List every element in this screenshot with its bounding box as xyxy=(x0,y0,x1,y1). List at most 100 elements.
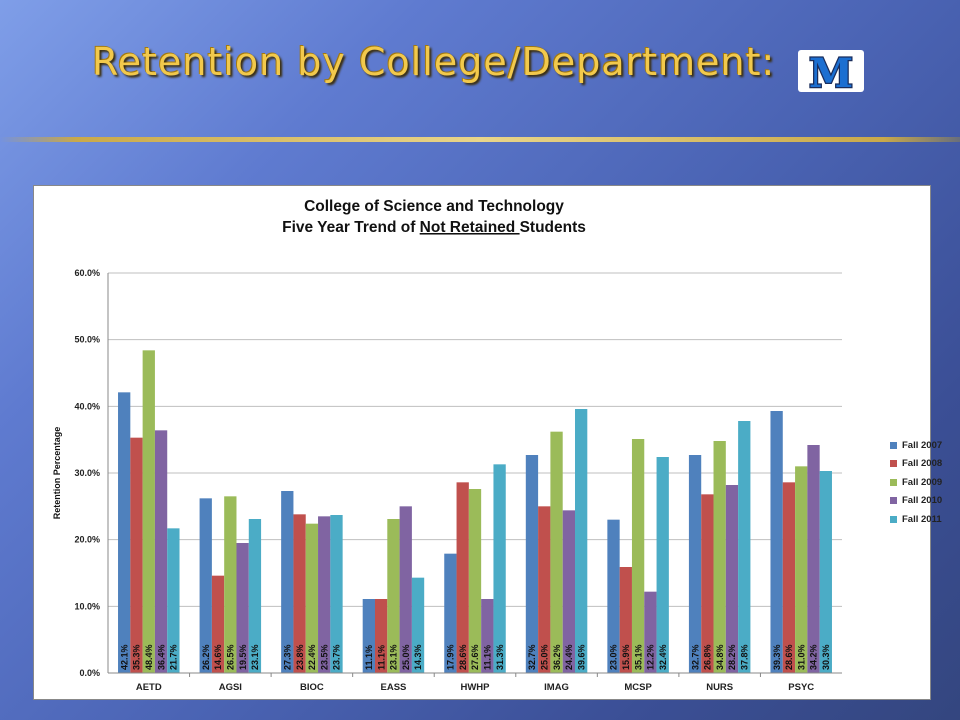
bar-data-label: 24.4% xyxy=(564,644,574,670)
bar xyxy=(631,439,645,673)
legend-label: Fall 2007 xyxy=(902,439,943,451)
legend-label: Fall 2008 xyxy=(902,458,943,470)
x-category-label: IMAG xyxy=(544,682,569,693)
bar-data-label: 39.3% xyxy=(772,644,782,670)
bar xyxy=(550,431,563,673)
y-tick-label: 50.0% xyxy=(74,335,100,345)
bar xyxy=(538,506,551,673)
bar xyxy=(725,485,739,673)
x-category-label: HWHP xyxy=(460,682,490,693)
bar xyxy=(607,519,620,673)
bar-data-label: 21.7% xyxy=(169,644,179,670)
bar xyxy=(281,491,294,673)
bar-data-label: 25.0% xyxy=(539,644,549,670)
legend-item: Fall 2008 xyxy=(890,455,960,474)
bar-data-label: 19.5% xyxy=(238,644,248,670)
bar xyxy=(819,471,832,673)
legend-item: Fall 2009 xyxy=(890,473,960,492)
x-category-label: EASS xyxy=(381,682,407,693)
bar xyxy=(644,591,657,673)
bar xyxy=(318,516,331,673)
bar-data-label: 14.6% xyxy=(213,644,223,670)
bar xyxy=(399,506,412,673)
y-tick-label: 0.0% xyxy=(79,668,100,678)
bar xyxy=(387,519,400,673)
bar-data-label: 27.6% xyxy=(470,644,480,670)
y-tick-label: 10.0% xyxy=(74,601,100,611)
bar-data-label: 25.0% xyxy=(401,644,411,670)
bar-data-label: 23.8% xyxy=(295,644,305,670)
bar xyxy=(770,411,783,673)
bar-data-label: 17.9% xyxy=(446,644,456,670)
bar xyxy=(701,494,714,673)
legend-swatch xyxy=(890,515,897,523)
bar-data-label: 32.7% xyxy=(527,644,537,670)
legend-item: Fall 2007 xyxy=(890,436,960,455)
bar-data-label: 31.0% xyxy=(796,644,806,670)
bar xyxy=(782,482,796,673)
x-category-label: AGSI xyxy=(219,682,242,693)
bar-data-label: 23.1% xyxy=(250,644,260,670)
chart-legend: Fall 2007 Fall 2008 Fall 2009 Fall 2010 Fall… xyxy=(890,436,960,529)
bar xyxy=(293,514,306,673)
bar-data-label: 32.4% xyxy=(658,644,668,670)
bar xyxy=(738,421,751,673)
x-category-label: AETD xyxy=(136,682,162,693)
bar xyxy=(305,523,319,673)
bar-data-label: 31.3% xyxy=(495,644,505,670)
y-tick-label: 20.0% xyxy=(74,535,100,545)
bar-data-label: 42.1% xyxy=(119,644,129,670)
chart-title-prefix: Five Year Trend of xyxy=(282,219,420,236)
legend-label: Fall 2011 xyxy=(902,513,942,525)
bar-chart: College of Science and Technology Five Y… xyxy=(52,198,842,693)
bar-data-label: 26.5% xyxy=(226,644,236,670)
bar xyxy=(525,455,539,673)
bar-data-label: 11.1% xyxy=(483,645,493,670)
legend-swatch xyxy=(890,478,897,486)
bar-data-label: 11.1% xyxy=(376,645,386,670)
bar xyxy=(575,409,588,673)
bar-data-label: 15.9% xyxy=(621,644,631,670)
bar xyxy=(807,445,820,673)
x-category-label: BIOC xyxy=(300,682,324,693)
y-axis-label: Retention Percentage xyxy=(52,427,62,520)
bar xyxy=(688,455,702,673)
bar-data-label: 22.4% xyxy=(307,644,317,670)
bar xyxy=(713,441,726,673)
logo-letter: M xyxy=(809,50,853,92)
bar xyxy=(118,392,131,673)
bar-data-label: 30.3% xyxy=(821,644,831,670)
bar xyxy=(374,599,388,673)
legend-swatch xyxy=(890,497,897,505)
bar-data-label: 23.5% xyxy=(319,644,329,670)
legend-swatch xyxy=(890,441,897,449)
bar-data-label: 14.3% xyxy=(413,644,423,670)
bar-data-label: 23.0% xyxy=(609,644,619,670)
bar xyxy=(481,599,494,673)
bar-data-label: 34.8% xyxy=(715,644,725,670)
bar-data-label: 36.2% xyxy=(552,644,562,670)
bar xyxy=(795,466,808,673)
bar xyxy=(330,515,343,673)
y-tick-label: 40.0% xyxy=(74,401,100,411)
title-divider xyxy=(0,137,960,142)
chart-title-line-2: Five Year Trend of Not Retained Students xyxy=(282,219,586,236)
bar xyxy=(411,577,425,673)
bar-data-label: 37.8% xyxy=(739,644,749,670)
legend-label: Fall 2010 xyxy=(902,495,943,507)
chart-title-emphasis: Not Retained xyxy=(420,219,520,236)
bar xyxy=(199,498,212,673)
bar-data-label: 23.1% xyxy=(389,644,399,670)
legend-label: Fall 2009 xyxy=(902,476,943,488)
bar xyxy=(493,464,506,673)
bar-data-label: 28.2% xyxy=(727,644,737,670)
bar-data-label: 32.7% xyxy=(690,644,700,670)
bar xyxy=(619,567,632,673)
chart-title-suffix: Students xyxy=(520,219,586,236)
x-category-label: MCSP xyxy=(624,682,652,693)
bar xyxy=(167,528,180,673)
legend-item: Fall 2010 xyxy=(890,492,960,511)
bar xyxy=(130,437,143,673)
bar xyxy=(468,489,482,673)
bar-data-label: 12.2% xyxy=(646,644,656,670)
